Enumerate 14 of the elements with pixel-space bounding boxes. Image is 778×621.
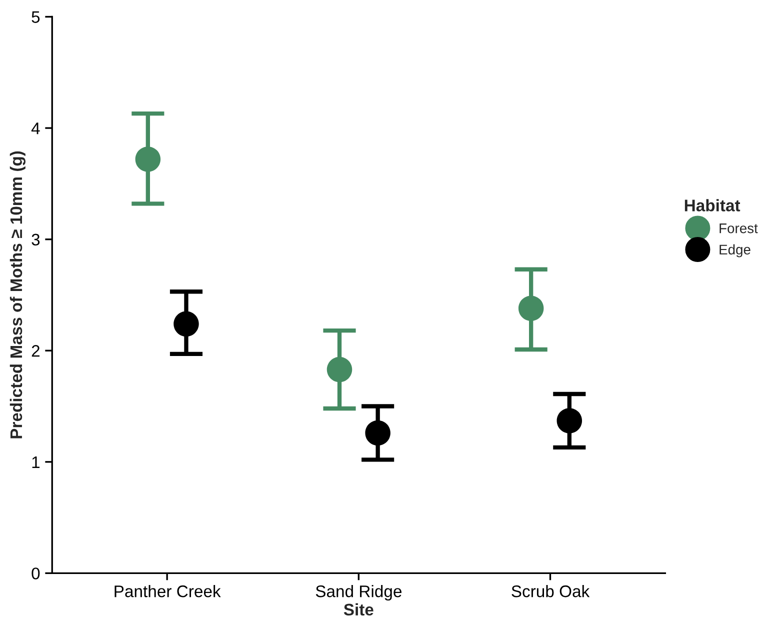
x-tick-label: Panther Creek (114, 584, 221, 598)
x-axis-title: Site (344, 603, 374, 616)
y-axis-title: Predicted Mass of Moths ≥ 10mm (g) (10, 151, 26, 438)
x-tick-label: Sand Ridge (316, 584, 402, 601)
legend-label: Forest (720, 224, 758, 234)
x-tick-label: Scrub Oak (512, 584, 590, 598)
legend-label: Edge (720, 244, 750, 258)
y-tick-label: 3 (32, 234, 40, 246)
y-tick-label: 4 (31, 122, 40, 134)
y-tick-label: 5 (32, 11, 40, 23)
y-tick-label: 2 (32, 345, 40, 357)
legend-title: Habitat (684, 199, 740, 212)
y-tick-label: 0 (32, 568, 40, 580)
y-tick-label: 1 (32, 456, 40, 468)
